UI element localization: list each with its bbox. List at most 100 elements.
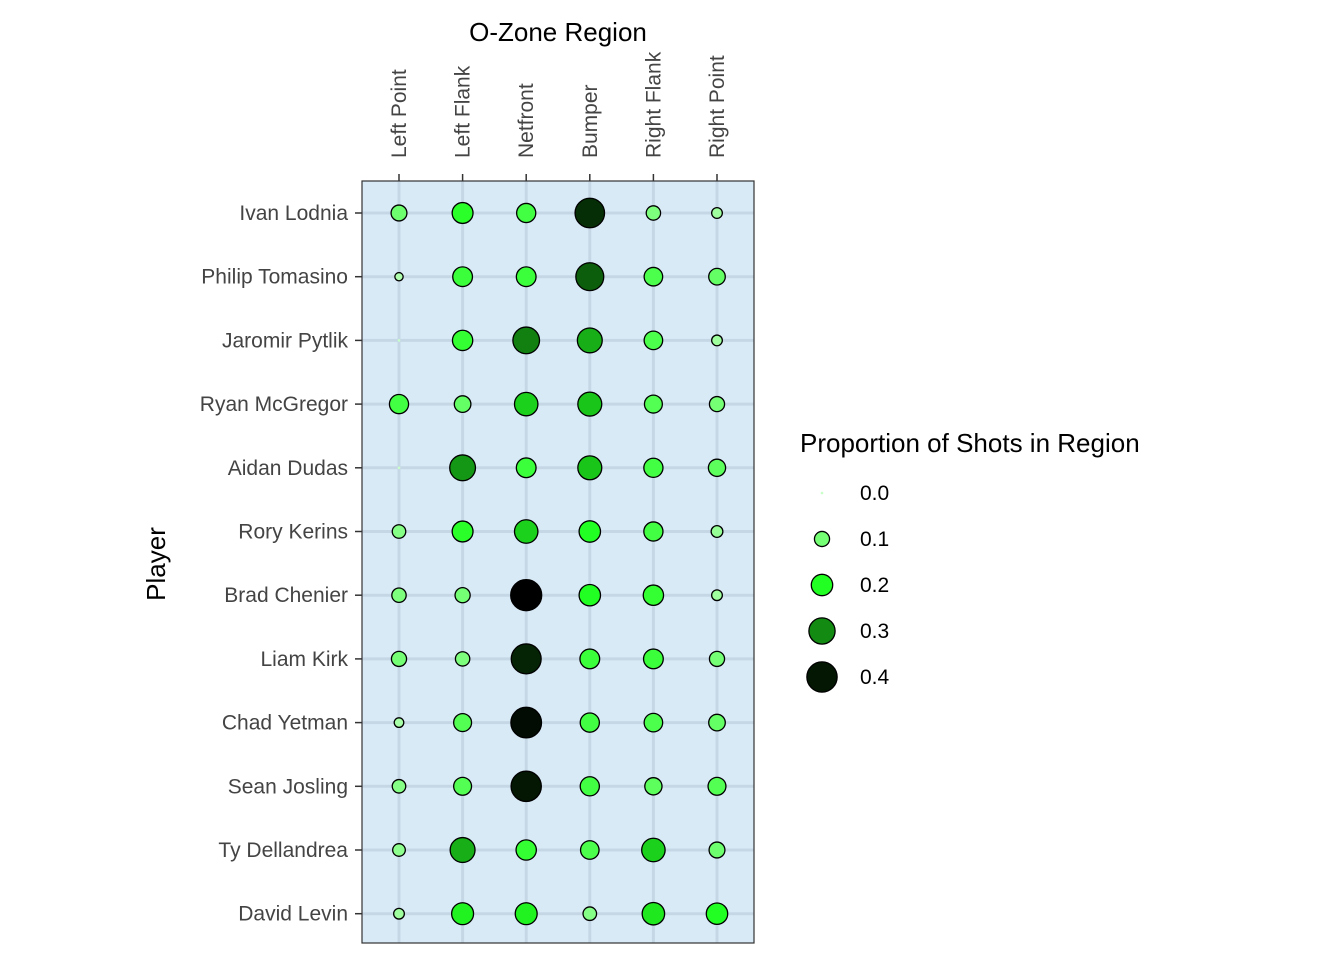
- data-point: [577, 455, 603, 481]
- data-point: [708, 650, 726, 668]
- panel-background: [362, 181, 754, 943]
- data-point: [515, 457, 537, 479]
- data-point: [394, 271, 404, 282]
- data-point: [645, 205, 662, 221]
- data-point: [513, 519, 539, 544]
- y-tick-label: Rory Kerins: [238, 521, 348, 544]
- data-point: [576, 327, 603, 354]
- x-tick-label: Bumper: [579, 84, 602, 158]
- data-point: [513, 391, 539, 417]
- legend-key-circle: [810, 573, 834, 597]
- data-point: [390, 650, 408, 668]
- legend-key-label: 0.3: [860, 620, 889, 643]
- data-point: [710, 524, 724, 539]
- legend-key-label: 0.4: [860, 666, 890, 689]
- y-tick-label: Jaromir Pytlik: [222, 329, 349, 352]
- data-point: [578, 520, 602, 543]
- y-tick-label: Ty Dellandrea: [218, 839, 348, 862]
- data-point: [708, 713, 726, 732]
- data-point: [451, 201, 474, 225]
- y-tick-label: Aidan Dudas: [228, 457, 348, 480]
- size-legend: 0.0 0.1 0.2 0.3 0.4: [806, 482, 890, 693]
- legend-key-circle: [806, 661, 838, 693]
- data-point: [707, 458, 727, 478]
- data-point: [582, 906, 598, 922]
- y-axis-ticks: Ivan Lodnia Philip Tomasino Jaromir Pytlik…: [200, 202, 362, 926]
- data-point: [512, 326, 541, 355]
- data-point: [397, 466, 401, 470]
- data-point: [705, 902, 729, 926]
- x-tick-label: Left Flank: [452, 65, 475, 158]
- x-tick-label: Right Point: [706, 55, 729, 158]
- y-tick-label: Brad Chenier: [224, 584, 348, 607]
- data-point: [643, 266, 664, 287]
- legend-key-circle: [808, 617, 836, 645]
- data-point: [711, 206, 724, 219]
- legend-key-circle: [813, 530, 831, 548]
- panel-border: [361, 180, 755, 944]
- data-point: [578, 583, 602, 607]
- y-tick-label: Sean Josling: [228, 775, 348, 798]
- data-point: [510, 643, 542, 675]
- data-point: [510, 770, 542, 803]
- data-point: [391, 587, 407, 604]
- data-point: [392, 843, 406, 857]
- x-tick-label: Netfront: [515, 83, 538, 158]
- data-points: [388, 197, 729, 926]
- data-point: [643, 712, 664, 733]
- data-point: [450, 902, 475, 926]
- data-point: [643, 457, 664, 479]
- data-point: [391, 524, 407, 539]
- data-point: [514, 902, 538, 926]
- data-point: [393, 717, 405, 729]
- legend-key-label: 0.1: [860, 528, 889, 551]
- data-point: [449, 836, 476, 864]
- data-point: [575, 262, 605, 292]
- data-point: [510, 706, 543, 739]
- x-tick-label: Right Flank: [642, 51, 665, 158]
- data-point: [453, 395, 472, 414]
- data-point: [449, 454, 477, 482]
- data-point: [644, 777, 663, 796]
- y-tick-label: Ryan McGregor: [200, 393, 348, 416]
- data-point: [388, 393, 410, 415]
- grid-lines: [362, 181, 754, 943]
- data-point: [452, 776, 473, 796]
- data-point: [707, 776, 727, 796]
- data-point: [579, 840, 600, 860]
- data-point: [454, 651, 471, 667]
- data-point: [515, 266, 537, 288]
- data-point: [451, 329, 474, 352]
- data-point: [711, 334, 724, 347]
- legend-title: Proportion of Shots in Region: [800, 428, 1140, 458]
- data-point: [579, 648, 601, 670]
- data-point: [643, 330, 664, 351]
- data-point: [711, 589, 724, 602]
- y-tick-label: Ivan Lodnia: [239, 202, 348, 225]
- data-point: [579, 776, 601, 797]
- legend-key-label: 0.0: [860, 482, 889, 505]
- data-point: [574, 197, 606, 229]
- data-point: [397, 339, 401, 342]
- legend-key-circle: [820, 491, 824, 495]
- data-point: [452, 712, 473, 733]
- x-axis-title: O-Zone Region: [469, 17, 647, 47]
- data-point: [642, 584, 665, 606]
- data-point: [579, 712, 601, 733]
- data-point: [641, 901, 666, 926]
- y-tick-label: David Levin: [238, 903, 348, 926]
- data-point: [708, 395, 726, 413]
- data-point: [391, 778, 407, 794]
- x-axis-ticks: Left Point Left Flank Netfront Bumper Right …: [388, 51, 729, 181]
- data-point: [515, 202, 537, 224]
- legend-key-label: 0.2: [860, 574, 889, 597]
- y-tick-label: Chad Yetman: [222, 712, 348, 735]
- y-axis-title: Player: [141, 527, 171, 601]
- data-point: [708, 267, 726, 286]
- data-point: [390, 204, 408, 222]
- data-point: [454, 586, 471, 604]
- data-point: [510, 579, 543, 612]
- data-point: [641, 837, 666, 863]
- data-point: [577, 391, 603, 417]
